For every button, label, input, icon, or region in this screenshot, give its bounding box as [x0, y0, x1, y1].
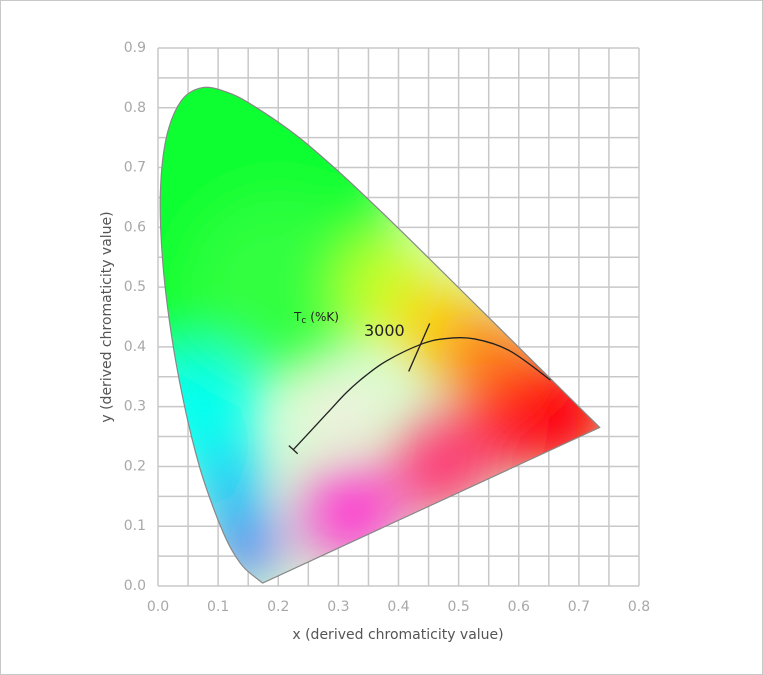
y-tick-label: 0.0: [124, 578, 146, 594]
isotherm: [408, 323, 431, 372]
symbol: T: [293, 310, 302, 324]
x-tick-label: 0.0: [147, 599, 169, 615]
x-tick-label: 0.8: [628, 599, 650, 615]
x-tick-label: 0.5: [447, 599, 469, 615]
color-blob: [194, 448, 267, 521]
color-blob: [218, 514, 279, 575]
y-tick-label: 0.3: [124, 399, 146, 415]
y-tick-label: 0.4: [124, 339, 146, 355]
locus-end-cap: [288, 445, 299, 455]
x-tick-label: 0.4: [387, 599, 409, 615]
planckian-locus: [292, 337, 551, 451]
y-tick-label: 0.1: [124, 518, 146, 534]
isotherm-label: 3000: [364, 321, 405, 340]
marks: 3000: [159, 86, 601, 584]
y-tick-label: 0.8: [124, 100, 146, 116]
y-tick-label: 0.9: [124, 40, 146, 56]
color-blob: [308, 376, 369, 437]
color-blob: [188, 197, 369, 378]
y-axis-title: y (derived chromaticity value): [99, 211, 115, 422]
subscript: c: [301, 316, 306, 326]
color-blob: [392, 418, 489, 515]
x-axis-title: x (derived chromaticity value): [292, 627, 503, 643]
y-tick-label: 0.6: [124, 219, 146, 235]
y-tick-label: 0.7: [124, 160, 146, 176]
color-blob: [302, 466, 399, 563]
y-tick-label: 0.2: [124, 458, 146, 474]
x-tick-label: 0.2: [267, 599, 289, 615]
x-tick-label: 0.6: [508, 599, 530, 615]
x-tick-label: 0.3: [327, 599, 349, 615]
y-tick-label: 0.5: [124, 279, 146, 295]
spectral-locus: [159, 86, 601, 584]
x-tick-label: 0.1: [207, 599, 229, 615]
x-tick-label: 0.7: [568, 599, 590, 615]
isotherm-title: Tc (%K): [293, 310, 339, 326]
unit: (%K): [310, 310, 339, 324]
color-blob: [464, 382, 549, 467]
